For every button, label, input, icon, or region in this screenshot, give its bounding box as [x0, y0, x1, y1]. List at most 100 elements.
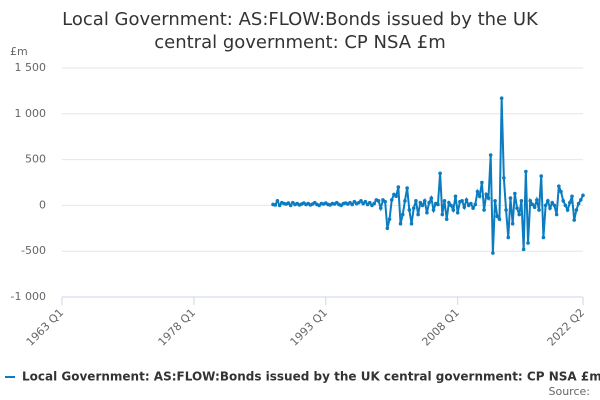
y-axis-label: £m [10, 45, 28, 58]
data-point [420, 203, 425, 208]
data-point [273, 203, 278, 207]
data-point [383, 199, 387, 204]
data-point [546, 199, 550, 203]
y-tick-label: -1 000 [11, 290, 46, 303]
data-point [526, 241, 530, 245]
data-point [491, 251, 495, 255]
y-tick-label: -500 [21, 244, 46, 257]
data-point [451, 208, 456, 212]
data-point [570, 194, 574, 199]
data-point [414, 199, 418, 203]
data-point [557, 184, 561, 188]
data-point [532, 205, 537, 210]
data-point [363, 199, 368, 204]
data-point [469, 201, 473, 206]
data-point [429, 196, 434, 200]
data-point [541, 235, 546, 240]
data-point [350, 202, 354, 207]
data-point [431, 208, 436, 212]
data-point [471, 206, 475, 210]
series-line [272, 98, 584, 254]
data-point [403, 199, 407, 203]
y-tick-label: 1 500 [15, 61, 47, 74]
data-point [519, 199, 524, 203]
data-point [400, 212, 405, 217]
x-tick-label: 1993 Q1 [288, 306, 331, 349]
data-point [398, 221, 403, 226]
chart-title: Local Government: AS:FLOW:Bonds issued b… [62, 9, 538, 53]
data-point [486, 196, 491, 200]
data-point [449, 203, 453, 208]
legend-label[interactable]: Local Government: AS:FLOW:Bonds issued b… [22, 370, 600, 384]
data-point [524, 169, 528, 174]
data-point [455, 210, 460, 215]
data-point [495, 214, 500, 219]
data-point [513, 191, 517, 196]
data-point [510, 221, 515, 226]
data-point [425, 210, 429, 215]
data-point [286, 201, 291, 205]
data-point [497, 217, 502, 221]
data-point [504, 208, 508, 212]
data-point [517, 212, 522, 217]
data-point [416, 212, 420, 217]
data-point [436, 202, 440, 207]
data-point [488, 153, 493, 157]
data-point [550, 200, 555, 205]
data-point [579, 198, 583, 202]
data-point [442, 199, 447, 203]
data-point [563, 203, 568, 208]
data-point [521, 247, 526, 252]
data-point [528, 199, 533, 203]
y-tick-label: 0 [39, 198, 46, 211]
data-point [389, 198, 394, 202]
data-point [277, 203, 282, 208]
data-point [394, 194, 398, 199]
data-point [385, 226, 390, 231]
data-point [576, 201, 581, 206]
data-point [484, 192, 489, 197]
x-tick-label: 2022 Q2 [545, 306, 588, 349]
data-point [561, 199, 566, 203]
data-point [359, 199, 363, 203]
data-point [440, 212, 445, 217]
data-point [464, 198, 469, 202]
data-point [565, 208, 570, 212]
x-tick-label: 2008 Q1 [419, 306, 462, 349]
data-point [530, 202, 535, 207]
data-point [447, 200, 451, 205]
data-point [473, 202, 478, 207]
data-point [537, 208, 541, 212]
data-point [508, 196, 513, 200]
data-point [477, 194, 482, 199]
x-tick-label: 1963 Q1 [24, 306, 67, 349]
data-point [554, 212, 559, 217]
data-point [462, 205, 467, 210]
data-point [572, 218, 577, 222]
data-point [407, 208, 412, 212]
data-point [568, 200, 572, 205]
data-point [367, 200, 372, 205]
data-point [411, 206, 416, 210]
data-point [475, 189, 480, 194]
data-point [515, 206, 519, 210]
data-point [581, 193, 585, 198]
x-tick-label: 1978 Q1 [156, 306, 199, 349]
data-point [493, 199, 497, 203]
source: Source: [549, 385, 591, 398]
data-point [427, 200, 431, 205]
data-point [480, 180, 484, 185]
data-point [405, 186, 409, 190]
data-point [378, 206, 383, 210]
data-point [288, 203, 293, 208]
data-point [559, 189, 563, 194]
y-tick-label: 1 000 [15, 107, 47, 120]
data-point [275, 199, 280, 203]
data-point [422, 199, 427, 203]
data-point [453, 194, 458, 199]
data-point [539, 174, 544, 178]
data-point [372, 201, 376, 206]
data-point [543, 203, 548, 208]
data-point [574, 208, 579, 212]
